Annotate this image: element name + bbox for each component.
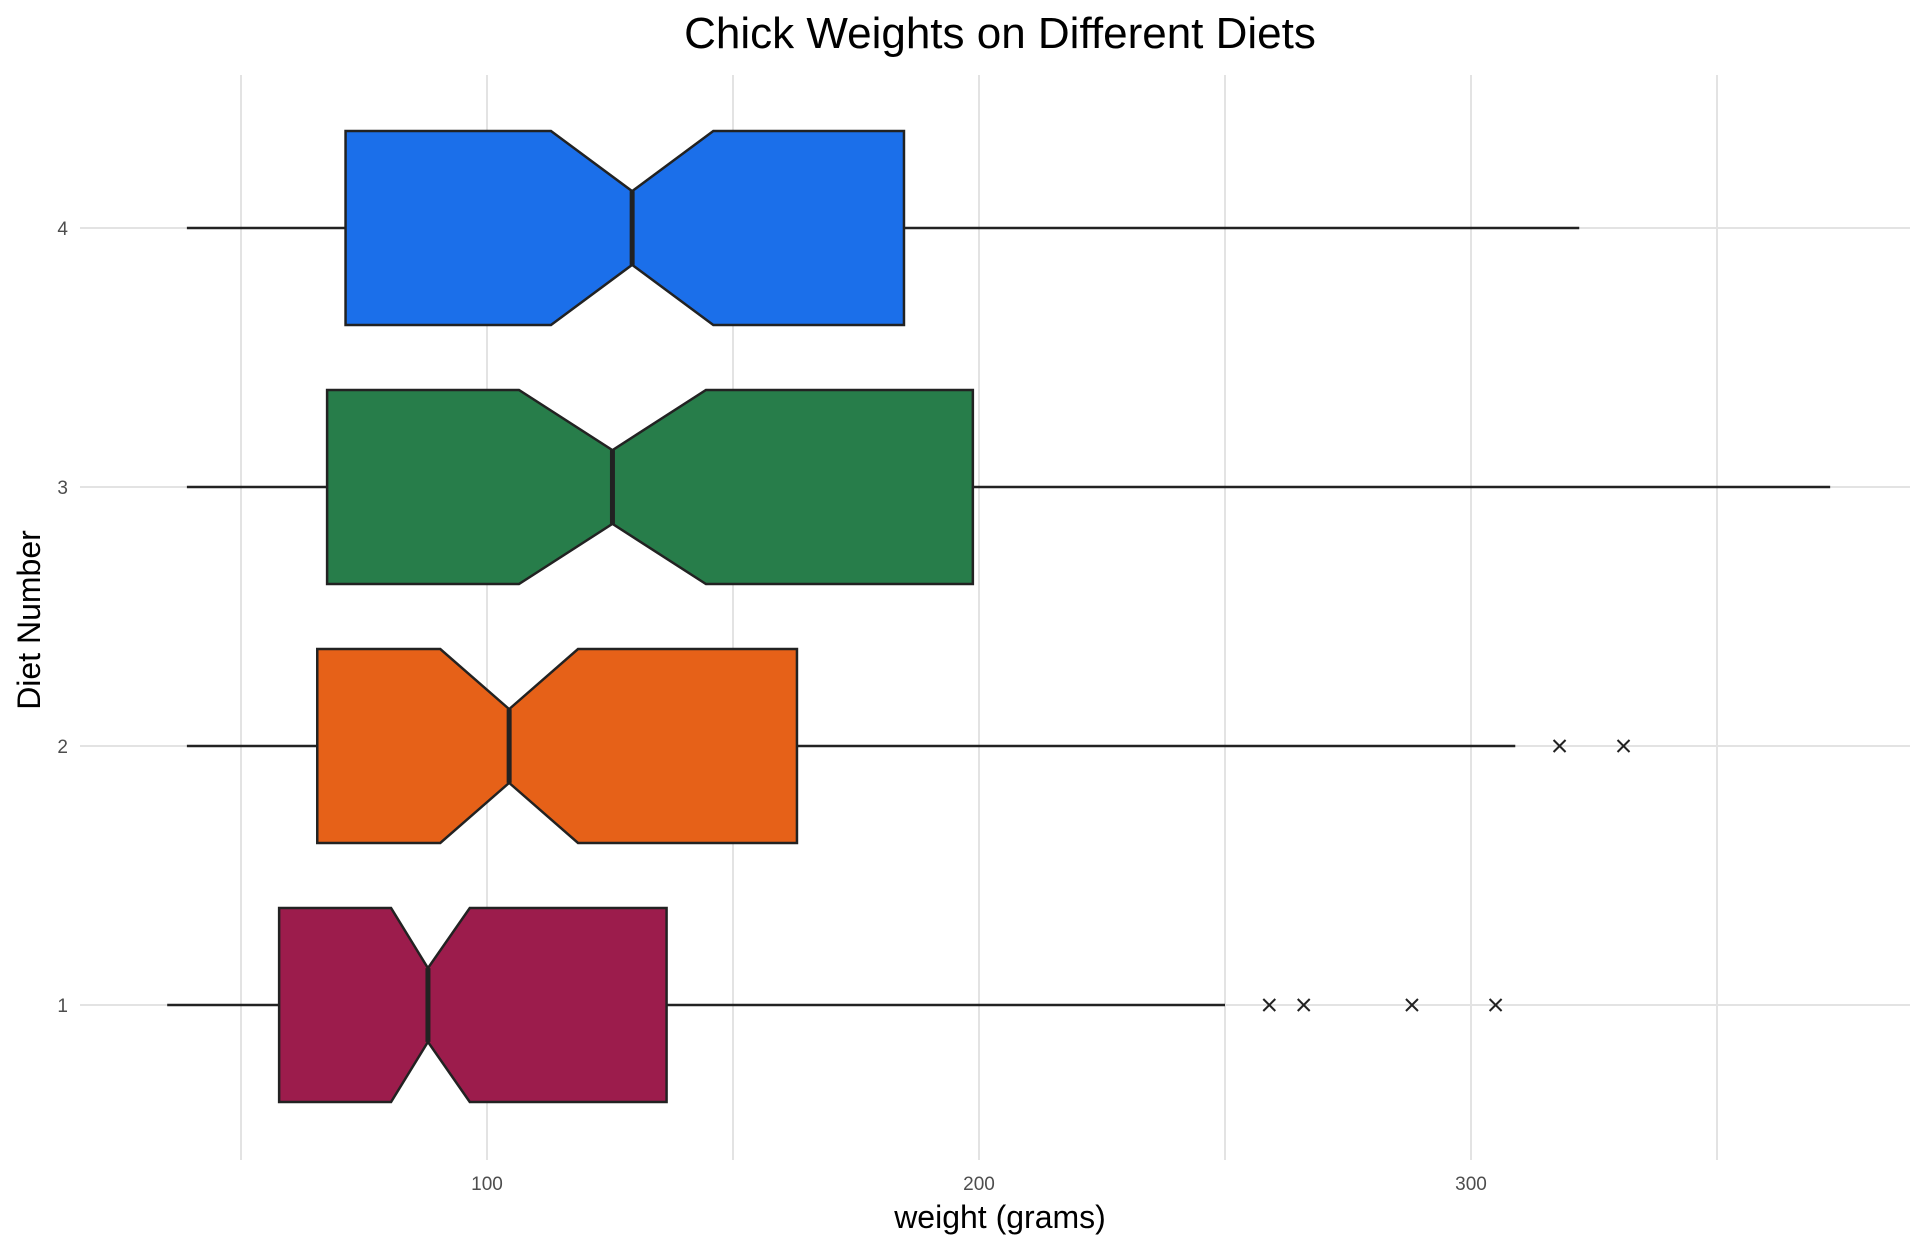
- outlier-point: [1405, 998, 1419, 1012]
- outlier-stroke: [1405, 998, 1419, 1012]
- box-group-diet-4: [186, 129, 1580, 327]
- outlier-point: [1552, 739, 1567, 753]
- outlier-stroke: [1552, 739, 1567, 753]
- y-tick-label: 3: [57, 478, 68, 499]
- y-tick-label: 2: [57, 737, 68, 758]
- outlier-stroke: [1297, 998, 1311, 1012]
- outlier-stroke: [1488, 998, 1503, 1012]
- y-tick-label: 1: [57, 996, 68, 1017]
- box-diet-4: [344, 129, 906, 327]
- y-axis-title: Diet Number: [11, 530, 47, 710]
- box-group-diet-2: [186, 647, 1631, 845]
- x-axis-title: weight (grams): [893, 1199, 1106, 1235]
- outlier-point: [1297, 998, 1311, 1012]
- box-diet-3: [325, 388, 975, 586]
- tick-layer: 100 200 300 1 2 3 4: [57, 219, 1486, 1195]
- x-tick-label: 100: [471, 1174, 503, 1195]
- x-tick-label: 200: [963, 1174, 995, 1195]
- outlier-point: [1262, 998, 1276, 1012]
- box-group-diet-3: [186, 388, 1831, 586]
- box-diet-1: [277, 906, 668, 1104]
- chart-title: Chick Weights on Different Diets: [684, 9, 1316, 58]
- y-tick-label: 4: [57, 219, 68, 240]
- outlier-point: [1488, 998, 1503, 1012]
- box-diet-2: [316, 647, 799, 845]
- outlier-stroke: [1616, 739, 1631, 753]
- box-group-diet-1: [167, 906, 1503, 1104]
- box-layer: [167, 129, 1831, 1104]
- outlier-point: [1616, 739, 1631, 753]
- outlier-stroke: [1262, 998, 1276, 1012]
- x-tick-label: 300: [1455, 1174, 1487, 1195]
